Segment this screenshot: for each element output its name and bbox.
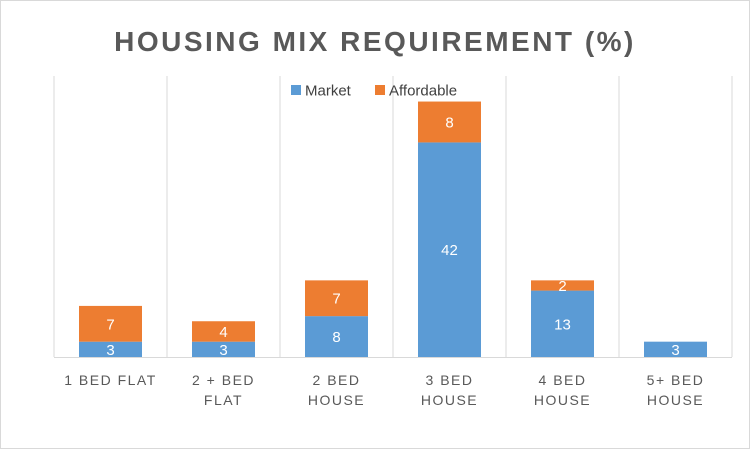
data-label-market-4-bed-house: 13 xyxy=(554,316,571,333)
data-label-market-5-bed-house: 3 xyxy=(671,342,679,359)
bar-market-5-bed-house xyxy=(644,341,707,357)
bar-affordable-3-bed-house xyxy=(418,101,481,143)
chart-title: HOUSING MIX REQUIREMENT (%) xyxy=(114,26,636,57)
data-label-market-3-bed-house: 42 xyxy=(441,242,458,259)
category-separators xyxy=(53,76,733,357)
data-label-market-2-bed-flat: 3 xyxy=(219,342,227,359)
bar-market-4-bed-house xyxy=(531,290,594,357)
legend[interactable]: Market Affordable xyxy=(291,83,457,100)
legend-swatch-market xyxy=(291,85,301,95)
bar-market-2-bed-flat xyxy=(192,341,255,357)
category-label-3-bed-house: 3 BED HOUSE xyxy=(421,372,478,408)
legend-swatch-affordable xyxy=(375,85,385,95)
legend-label-market: Market xyxy=(305,83,352,100)
legend-item-affordable[interactable]: Affordable xyxy=(375,83,457,100)
category-label-5-bed-house: 5+ BED HOUSE xyxy=(647,372,705,408)
bar-affordable-2-bed-house xyxy=(305,280,368,317)
data-label-market-2-bed-house: 8 xyxy=(332,329,340,346)
data-label-affordable-2-bed-flat: 4 xyxy=(219,324,227,341)
legend-label-affordable: Affordable xyxy=(389,83,457,100)
category-label-2-bed-house: 2 BED HOUSE xyxy=(308,372,365,408)
category-label-1-bed-flat: 1 BED FLAT xyxy=(64,372,157,388)
data-label-affordable-4-bed-house: 2 xyxy=(558,278,566,295)
bar-affordable-1-bed-flat xyxy=(79,305,142,342)
data-label-affordable-2-bed-house: 7 xyxy=(332,291,340,308)
data-label-market-1-bed-flat: 3 xyxy=(106,342,114,359)
bar-market-3-bed-house xyxy=(418,142,481,357)
category-label-2-bed-flat: 2 + BED FLAT xyxy=(192,372,255,408)
bar-market-2-bed-house xyxy=(305,316,368,357)
bar-affordable-2-bed-flat xyxy=(192,321,255,342)
bar-market-1-bed-flat xyxy=(79,341,142,357)
category-labels: 1 BED FLAT 2 + BED FLAT 2 BED HOUSE 3 BED HOUS… xyxy=(64,372,705,408)
legend-item-market[interactable]: Market xyxy=(291,83,352,100)
data-label-affordable-3-bed-house: 8 xyxy=(445,114,453,131)
bars xyxy=(79,101,707,357)
data-label-affordable-1-bed-flat: 7 xyxy=(106,316,114,333)
category-label-4-bed-house: 4 BED HOUSE xyxy=(534,372,591,408)
bar-affordable-4-bed-house xyxy=(531,280,594,291)
